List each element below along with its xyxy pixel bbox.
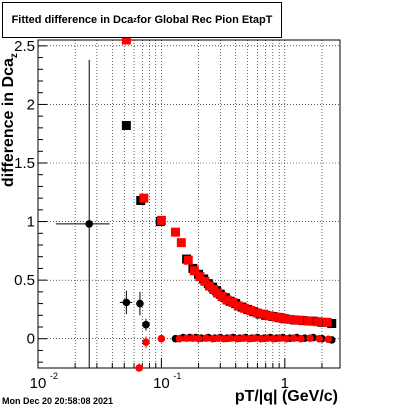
data-point-square <box>327 318 337 328</box>
data-point-square <box>285 314 295 324</box>
chart-title-main: Fitted difference in Dca <box>11 14 134 26</box>
data-point-circle <box>208 334 217 343</box>
data-point-circle <box>135 364 143 372</box>
data-point-circle <box>142 338 150 347</box>
data-point-square <box>195 272 205 282</box>
plot-frame <box>37 39 341 369</box>
data-point-circle <box>244 334 253 343</box>
data-point-circle <box>157 334 166 343</box>
data-point-square <box>139 193 149 203</box>
data-point-square <box>246 306 256 316</box>
data-point-circle <box>250 334 259 342</box>
data-point-circle <box>189 334 197 342</box>
y-axis-label-main: difference in Dca <box>0 58 17 188</box>
data-point-circle <box>263 334 272 342</box>
data-point-circle <box>289 334 298 342</box>
chart-title-suffix: for Global Rec Pion EtapT <box>136 14 273 26</box>
data-point-circle <box>182 334 191 342</box>
y-axis-label-sub: z <box>9 53 21 59</box>
x-tick-label-exponent: -2 <box>50 371 58 381</box>
x-tick-label-exponent: -1 <box>173 371 181 381</box>
data-point-square <box>183 255 193 265</box>
data-point-square <box>170 227 180 237</box>
x-tick-label: 1 <box>281 375 289 392</box>
data-point-square <box>121 35 131 45</box>
data-point-circle <box>306 334 314 342</box>
y-tick-label: 1.5 <box>14 155 35 172</box>
y-tick-label: 2.5 <box>14 38 35 55</box>
data-point-square <box>233 301 243 311</box>
data-point-square <box>277 313 287 323</box>
x-axis-label: pT/|q| (GeV/c) <box>234 388 338 405</box>
data-point-circle <box>136 299 144 308</box>
data-point-square <box>213 288 223 298</box>
data-point-circle <box>324 335 333 344</box>
data-point-circle <box>202 334 210 342</box>
data-point-square <box>271 312 281 322</box>
y-tick-label: 0.5 <box>14 272 35 289</box>
data-point-square <box>313 317 323 327</box>
data-point-circle <box>239 334 247 342</box>
chart-title: Fitted difference in Dca z for Global Rec… <box>2 2 282 38</box>
x-tick-label: 10 <box>30 375 47 392</box>
data-point-square <box>258 309 268 319</box>
data-point-square <box>228 297 238 307</box>
data-point-square <box>156 215 166 225</box>
data-point-circle <box>275 334 284 342</box>
data-point-circle <box>219 334 228 343</box>
chart-title-sub: z <box>133 16 137 24</box>
data-point-circle <box>233 334 241 343</box>
data-point-square <box>189 266 199 276</box>
data-point-square <box>200 276 210 286</box>
data-point-circle <box>226 334 234 342</box>
data-point-square <box>252 308 262 318</box>
data-point-square <box>176 238 186 248</box>
y-tick-label: 2 <box>27 96 35 113</box>
data-point-circle <box>194 334 203 343</box>
data-point-square <box>308 316 318 326</box>
y-tick-label: 1 <box>27 214 35 231</box>
data-point-square <box>303 316 313 326</box>
data-point-square <box>264 311 274 321</box>
data-point-circle <box>85 220 94 228</box>
x-tick-label: 10 <box>153 375 170 392</box>
data-point-circle <box>122 298 131 307</box>
data-point-circle <box>282 334 291 343</box>
data-point-square <box>222 295 232 305</box>
data-point-square <box>217 292 227 302</box>
data-point-square <box>322 317 332 327</box>
data-point-circle <box>142 320 150 329</box>
y-tick-label: 0 <box>27 331 35 348</box>
y-axis-label: difference in Dcaz <box>0 40 20 200</box>
data-point-square <box>239 303 249 313</box>
data-point-circle <box>257 334 265 343</box>
data-point-circle <box>315 334 324 343</box>
data-point-square <box>294 315 304 325</box>
data-point-circle <box>175 334 184 343</box>
data-point-circle <box>269 334 278 343</box>
data-point-square <box>121 121 131 131</box>
data-point-circle <box>297 334 305 343</box>
timestamp: Mon Dec 20 20:58:08 2021 <box>2 396 114 406</box>
